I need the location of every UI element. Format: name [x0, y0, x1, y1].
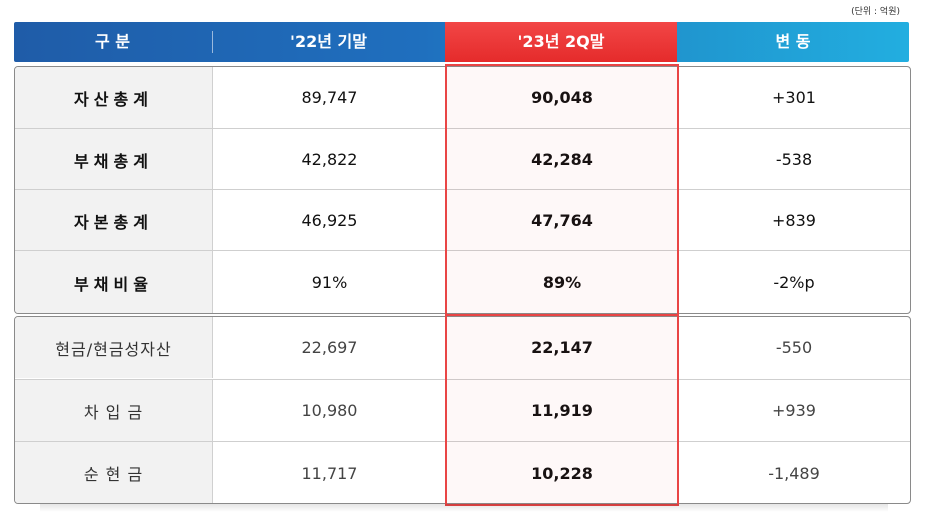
change-value: -538 — [775, 150, 813, 169]
row-label: 자본총계 — [15, 190, 213, 251]
row-label: 순 현 금 — [15, 442, 213, 503]
row-label: 현금/현금성자산 — [15, 317, 213, 378]
row-label: 부채총계 — [15, 129, 213, 190]
header-prev: '22년 기말 — [290, 32, 367, 51]
header-category: 구 분 — [94, 32, 130, 51]
table-row: 부채총계 42,822 42,284 -538 — [15, 128, 910, 190]
prev-value: 91% — [311, 273, 348, 292]
change-value: -1,489 — [768, 463, 820, 483]
current-value: 22,147 — [531, 338, 593, 357]
current-value: 42,284 — [531, 150, 593, 169]
table-row: 현금/현금성자산 22,697 22,147 -550 — [15, 317, 910, 378]
header-change: 변 동 — [775, 32, 811, 51]
row-label: 부채비율 — [15, 251, 213, 313]
prev-value: 89,747 — [301, 88, 358, 107]
current-value: 89% — [542, 273, 582, 292]
prev-value: 10,980 — [301, 401, 358, 420]
table-row: 부채비율 91% 89% -2%p — [15, 250, 910, 313]
prev-value: 46,925 — [301, 211, 358, 230]
table-row: 차 입 금 10,980 11,919 +939 — [15, 379, 910, 441]
table-row: 자본총계 46,925 47,764 +839 — [15, 189, 910, 251]
current-value: 10,228 — [531, 463, 593, 483]
table-header: 구 분 '22년 기말 '23년 2Q말 변 동 — [14, 22, 909, 62]
header-current: '23년 2Q말 — [445, 22, 677, 62]
cash-group: 현금/현금성자산 22,697 22,147 -550 차 입 금 10,980… — [14, 316, 911, 504]
header-divider — [212, 31, 213, 53]
prev-value: 42,822 — [301, 150, 358, 169]
current-value: 90,048 — [531, 88, 593, 107]
current-value: 11,919 — [531, 401, 593, 420]
prev-value: 22,697 — [301, 338, 358, 357]
table-row: 자산총계 89,747 90,048 +301 — [15, 67, 910, 128]
change-value: +301 — [772, 88, 816, 107]
change-value: +939 — [772, 401, 816, 420]
prev-value: 11,717 — [301, 463, 358, 483]
change-value: +839 — [772, 211, 816, 230]
table-row: 순 현 금 11,717 10,228 -1,489 — [15, 441, 910, 503]
change-value: -2%p — [773, 273, 815, 292]
balance-group: 자산총계 89,747 90,048 +301 부채총계 42,822 42,2… — [14, 66, 911, 314]
table-shadow — [40, 504, 888, 512]
row-label: 자산총계 — [15, 67, 213, 128]
change-value: -550 — [775, 338, 813, 357]
row-label: 차 입 금 — [15, 380, 213, 441]
current-value: 47,764 — [531, 211, 593, 230]
unit-label: (단위 : 억원) — [851, 7, 900, 17]
